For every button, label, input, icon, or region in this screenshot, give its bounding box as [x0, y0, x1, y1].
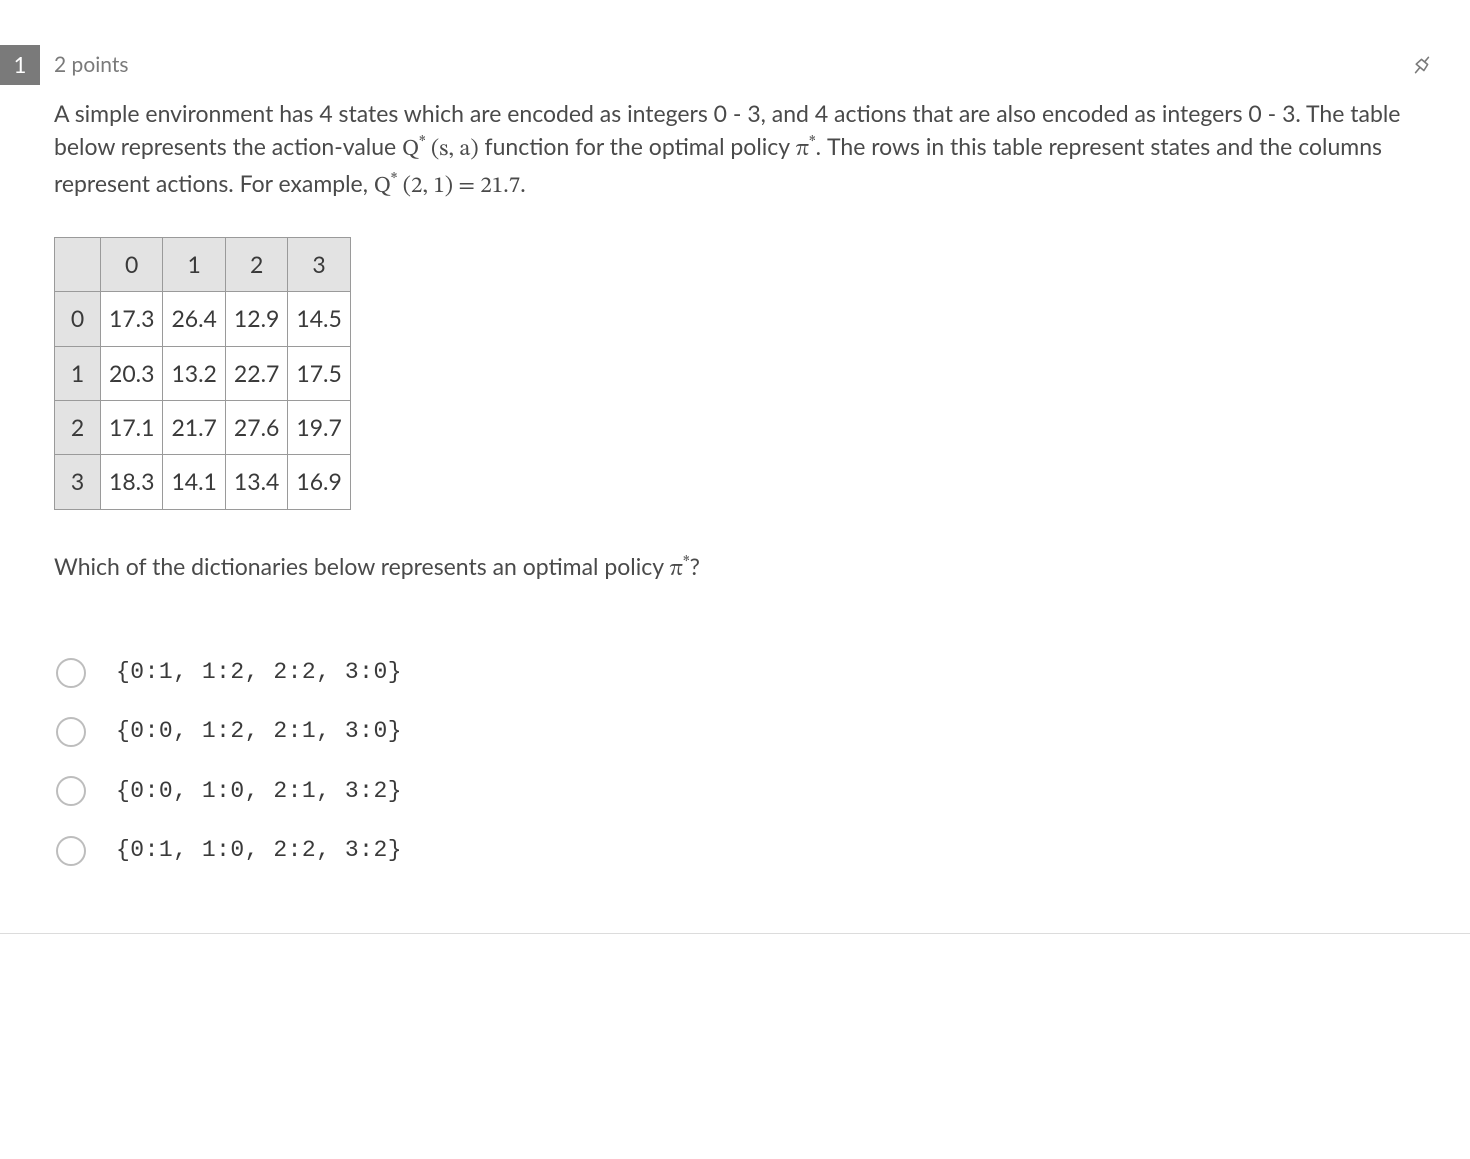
cell: 17.1	[101, 401, 163, 455]
question-body: A simple environment has 4 states which …	[0, 97, 1470, 867]
answer-option[interactable]: {0:1, 1:0, 2:2, 3:2}	[56, 834, 1434, 867]
question-number: 1	[14, 49, 27, 81]
option-label: {0:1, 1:2, 2:2, 3:0}	[116, 656, 402, 689]
question-header: 1 2 points	[0, 45, 1470, 93]
question-prompt: A simple environment has 4 states which …	[54, 97, 1434, 203]
radio-icon[interactable]	[56, 717, 86, 747]
cell: 14.5	[288, 292, 350, 346]
followup-question: Which of the dictionaries below represen…	[54, 550, 1434, 586]
answer-options: {0:1, 1:2, 2:2, 3:0} {0:0, 1:2, 2:1, 3:0…	[54, 656, 1434, 867]
col-header: 3	[288, 238, 350, 292]
cell: 17.5	[288, 346, 350, 400]
row-header: 2	[55, 401, 101, 455]
row-header: 3	[55, 455, 101, 509]
q-table: 0 1 2 3 0 17.3 26.4 12.9 14.5 1 20.3 13.	[54, 237, 351, 510]
cell: 18.3	[101, 455, 163, 509]
answer-option[interactable]: {0:0, 1:0, 2:1, 3:2}	[56, 775, 1434, 808]
table-row: 2 17.1 21.7 27.6 19.7	[55, 401, 351, 455]
table-corner	[55, 238, 101, 292]
question-card: 1 2 points A simple environment has 4 st…	[0, 0, 1470, 934]
cell: 22.7	[225, 346, 287, 400]
row-header: 1	[55, 346, 101, 400]
points-label: 2 points	[54, 50, 128, 80]
answer-option[interactable]: {0:0, 1:2, 2:1, 3:0}	[56, 715, 1434, 748]
answer-option[interactable]: {0:1, 1:2, 2:2, 3:0}	[56, 656, 1434, 689]
cell: 20.3	[101, 346, 163, 400]
radio-icon[interactable]	[56, 658, 86, 688]
radio-icon[interactable]	[56, 776, 86, 806]
cell: 21.7	[163, 401, 225, 455]
question-number-badge: 1	[0, 45, 40, 85]
cell: 26.4	[163, 292, 225, 346]
cell: 19.7	[288, 401, 350, 455]
cell: 17.3	[101, 292, 163, 346]
col-header: 1	[163, 238, 225, 292]
cell: 14.1	[163, 455, 225, 509]
cell: 27.6	[225, 401, 287, 455]
option-label: {0:1, 1:0, 2:2, 3:2}	[116, 834, 402, 867]
option-label: {0:0, 1:2, 2:1, 3:0}	[116, 715, 402, 748]
table-row: 0 17.3 26.4 12.9 14.5	[55, 292, 351, 346]
cell: 16.9	[288, 455, 350, 509]
col-header: 2	[225, 238, 287, 292]
table-row: 1 20.3 13.2 22.7 17.5	[55, 346, 351, 400]
table-row: 3 18.3 14.1 13.4 16.9	[55, 455, 351, 509]
cell: 13.2	[163, 346, 225, 400]
radio-icon[interactable]	[56, 836, 86, 866]
option-label: {0:0, 1:0, 2:1, 3:2}	[116, 775, 402, 808]
col-header: 0	[101, 238, 163, 292]
cell: 12.9	[225, 292, 287, 346]
pin-icon[interactable]	[1405, 48, 1439, 82]
row-header: 0	[55, 292, 101, 346]
cell: 13.4	[225, 455, 287, 509]
